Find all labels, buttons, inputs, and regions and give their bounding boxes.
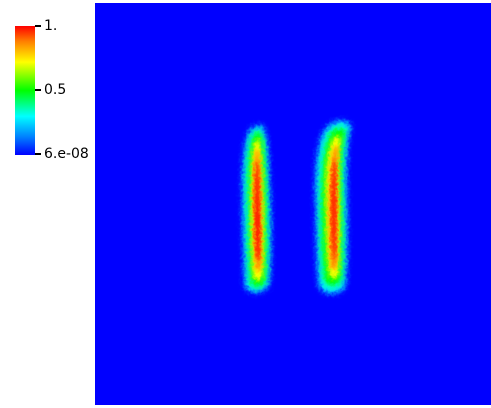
color-legend: 1. 0.5 6.e-08 [0,0,95,180]
right-bar [315,121,351,294]
colorbar-label-mid: 0.5 [44,82,67,98]
field-background [95,3,491,405]
colorbar-tick-min [35,153,41,155]
left-bar [242,125,271,293]
colorbar-label-max: 1. [44,18,58,34]
field-render [95,3,491,405]
render-viewport[interactable] [95,3,491,405]
colorbar-tick-max [35,25,41,27]
colorbar-label-min: 6.e-08 [44,146,89,162]
colorbar-tick-mid [35,89,41,91]
colorbar-gradient [15,26,35,155]
